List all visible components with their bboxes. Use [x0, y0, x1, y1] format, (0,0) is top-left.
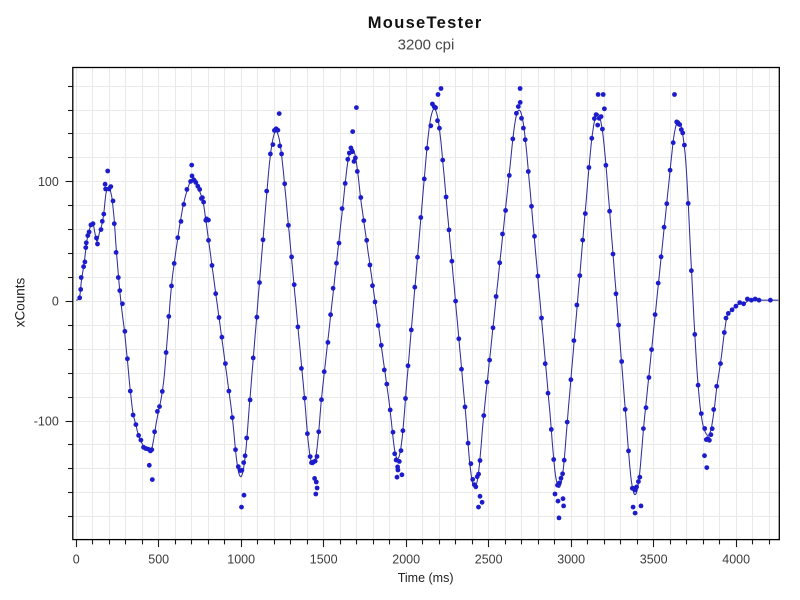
svg-text:3000: 3000 — [557, 553, 585, 567]
svg-text:0: 0 — [73, 553, 80, 567]
svg-text:100: 100 — [38, 175, 59, 189]
svg-text:4000: 4000 — [722, 553, 750, 567]
svg-text:500: 500 — [148, 553, 169, 567]
svg-text:2500: 2500 — [475, 553, 503, 567]
svg-text:1000: 1000 — [227, 553, 255, 567]
svg-text:-100: -100 — [34, 414, 59, 428]
svg-text:3200 cpi: 3200 cpi — [398, 37, 455, 54]
svg-text:2000: 2000 — [392, 553, 420, 567]
svg-text:1500: 1500 — [310, 553, 338, 567]
svg-text:0: 0 — [52, 295, 59, 309]
svg-text:MouseTester: MouseTester — [368, 14, 483, 32]
svg-text:3500: 3500 — [640, 553, 668, 567]
svg-text:Time (ms): Time (ms) — [398, 571, 454, 585]
svg-text:xCounts: xCounts — [13, 277, 28, 327]
